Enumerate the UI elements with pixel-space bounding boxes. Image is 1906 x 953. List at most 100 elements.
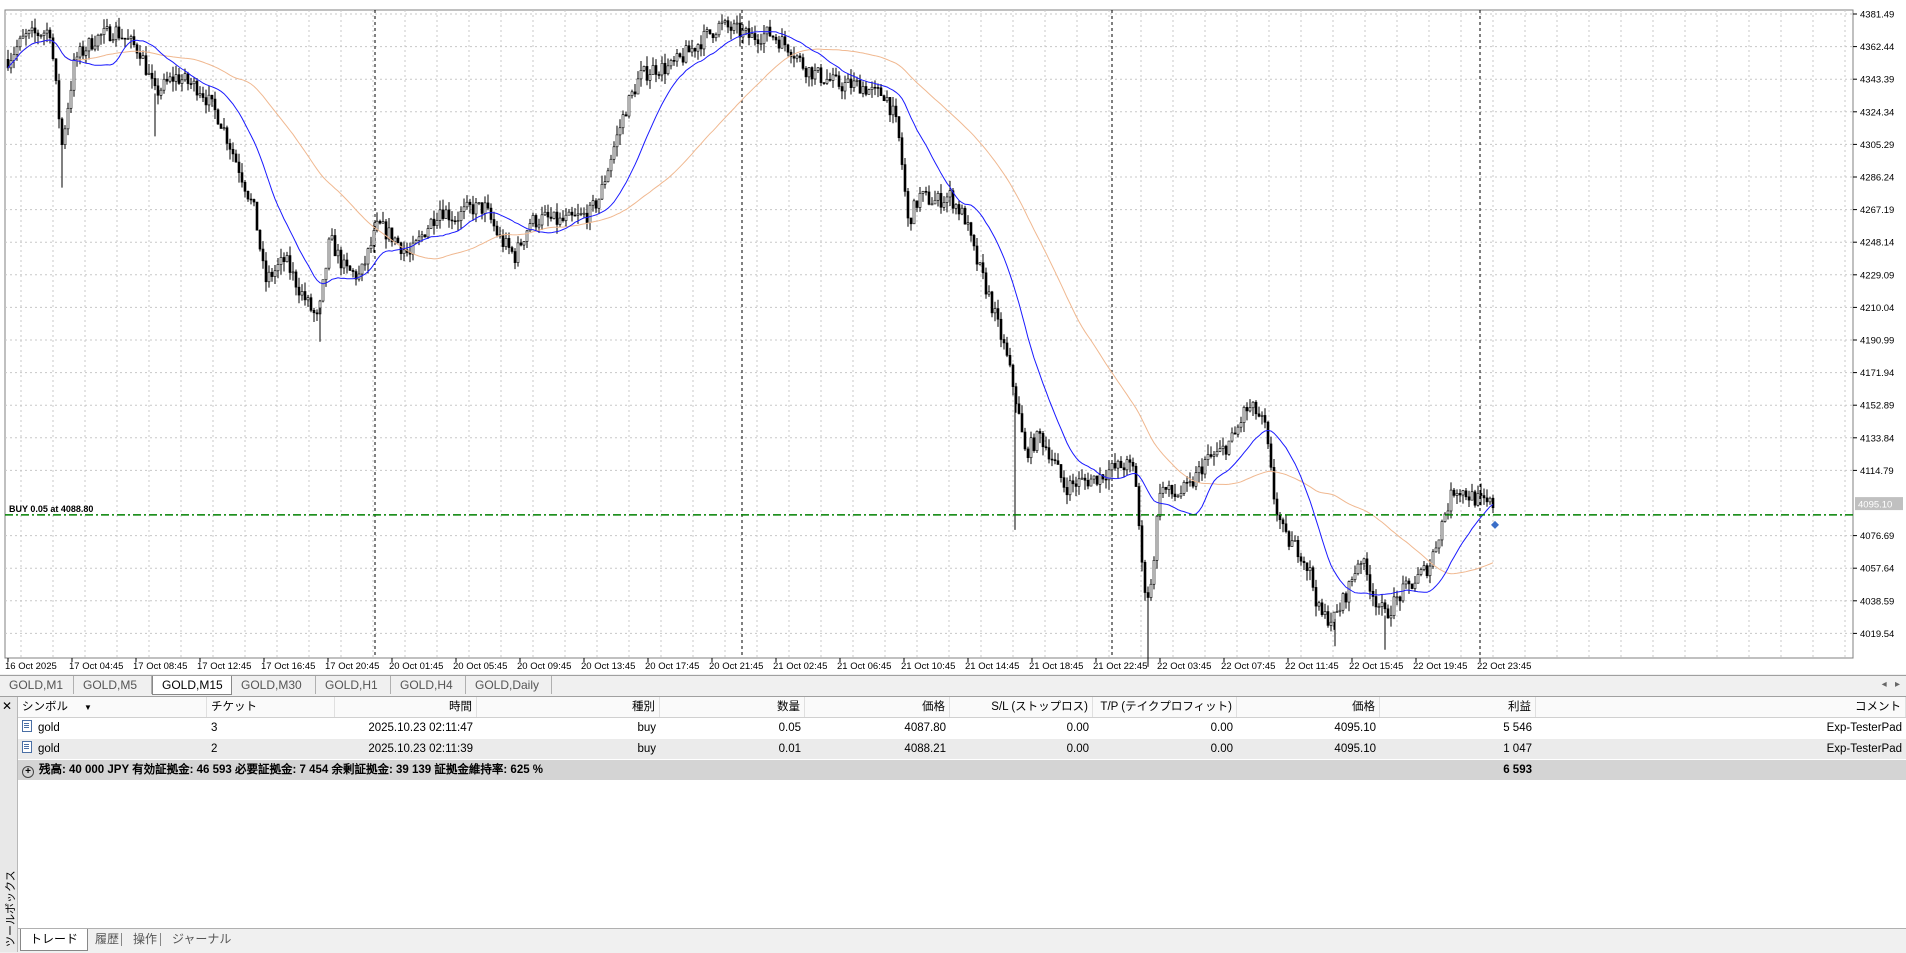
candle-body [1086,479,1090,487]
column-header-type[interactable]: 種別 [477,697,660,717]
tab-journal[interactable]: ジャーナル [172,932,232,946]
column-header-volume[interactable]: 数量 [660,697,805,717]
column-header-sl[interactable]: S/L (ストップロス) [950,697,1093,717]
candle-body [501,235,505,247]
candle-body [1176,495,1180,498]
candle-body [216,109,220,125]
cell-time: 2025.10.23 02:11:39 [368,743,473,755]
candle-body [1134,465,1138,487]
candle-body [519,242,523,246]
candle-body [438,209,442,221]
chart-tab-gold-m5[interactable]: GOLD,M5 [74,676,152,694]
chart-tab-gold-m1[interactable]: GOLD,M1 [0,676,74,694]
column-header-ticket[interactable]: チケット [207,697,335,717]
chart-tab-gold-daily[interactable]: GOLD,Daily [466,676,552,694]
candle-body [777,39,781,49]
column-header-time[interactable]: 時間 [335,697,477,717]
time-tick-label: 22 Oct 03:45 [1157,661,1211,672]
candle-body [168,76,172,82]
account-summary-row[interactable]: + 残高: 40 000 JPY 有効証拠金: 46 593 必要証拠金: 7 4… [18,760,1906,780]
chart-canvas[interactable]: 4381.49 4362.44 4343.39 4324.34 4305.29 4286.… [0,0,1906,674]
candle-body [156,85,160,96]
candle-body [123,37,127,40]
close-icon[interactable]: ✕ [2,699,13,713]
candle-body [657,74,661,76]
candle-body [1455,493,1459,496]
candle-body [1143,561,1147,593]
candle-body [285,255,289,263]
candle-body [834,74,838,77]
candle-body [153,78,157,87]
column-header-price[interactable]: 価格 [805,697,950,717]
candle-body [1440,521,1444,541]
candle-body [75,56,79,61]
price-chart[interactable]: 4381.49 4362.44 4343.39 4324.34 4305.29 4286.… [0,0,1906,674]
trade-marker-icon [1491,520,1499,529]
candle-body [1329,621,1333,626]
candle-body [183,73,187,81]
candle-body [1191,481,1195,487]
candle-body [108,26,112,42]
candle-body [399,242,403,254]
tab-history[interactable]: 履歴 [95,932,120,946]
cell-type: buy [637,722,656,734]
candle-body [1374,596,1378,608]
cell-tp: 0.00 [1210,722,1233,734]
candle-body [897,116,901,139]
tab-trade[interactable]: トレード [20,929,89,951]
candle-body [1395,596,1399,599]
candle-body [951,190,955,209]
cell-ticket: 3 [211,722,218,734]
candle-body [783,36,787,46]
chart-tab-gold-m15[interactable]: GOLD,M15 [152,676,232,695]
candle-body [1416,574,1420,584]
candle-body [1239,422,1243,428]
candle-body [15,46,19,55]
candle-body [1485,497,1489,503]
candle-body [711,33,715,39]
candle-body [663,62,667,75]
candle-body [690,47,694,53]
chart-tab-gold-h1[interactable]: GOLD,H1 [316,676,391,694]
candle-body [1443,513,1447,522]
candle-body [996,308,1000,320]
order-line-label: BUY 0.05 at 4088.80 [9,504,93,514]
position-icon [22,741,32,753]
candle-body [222,127,226,129]
expand-icon[interactable]: + [22,766,34,778]
chart-tab-gold-h4[interactable]: GOLD,H4 [391,676,466,694]
candle-body [1179,493,1183,497]
candle-body [273,270,277,277]
candle-body [570,211,574,216]
candle-body [561,217,565,221]
candle-body [936,193,940,201]
candle-body [1476,493,1480,506]
candle-body [1071,480,1075,485]
candle-body [414,240,418,244]
candle-body [465,201,469,208]
column-header-tp[interactable]: T/P (テイクプロフィット) [1093,697,1237,717]
candle-body [1404,580,1408,585]
candle-body [801,57,805,69]
column-header-profit[interactable]: 利益 [1380,697,1536,717]
candle-body [1107,469,1111,481]
table-row[interactable]: gold 3 2025.10.23 02:11:47 buy 0.05 4087… [18,718,1906,738]
candle-body [378,220,382,224]
column-header-comment[interactable]: コメント [1536,697,1906,717]
candle-body [969,222,973,236]
candle-body [1068,480,1072,496]
candle-body [921,190,925,194]
candle-body [1167,484,1171,490]
table-row[interactable]: gold 2 2025.10.23 02:11:39 buy 0.01 4088… [18,739,1906,759]
candle-body [732,23,736,31]
tab-operations[interactable]: 操作 [133,932,158,946]
candle-body [315,312,319,315]
candle-body [990,291,994,314]
candle-body [882,95,886,102]
column-header-current-price[interactable]: 価格 [1237,697,1380,717]
price-tick-label: 4057.64 [1860,564,1894,575]
tab-scroll-arrows[interactable]: ◂ ▸ [1881,679,1900,690]
column-header-symbol[interactable]: シンボル ▼ [18,697,207,717]
ma-fast-line [7,31,1494,596]
chart-tab-gold-m30[interactable]: GOLD,M30 [232,676,316,694]
